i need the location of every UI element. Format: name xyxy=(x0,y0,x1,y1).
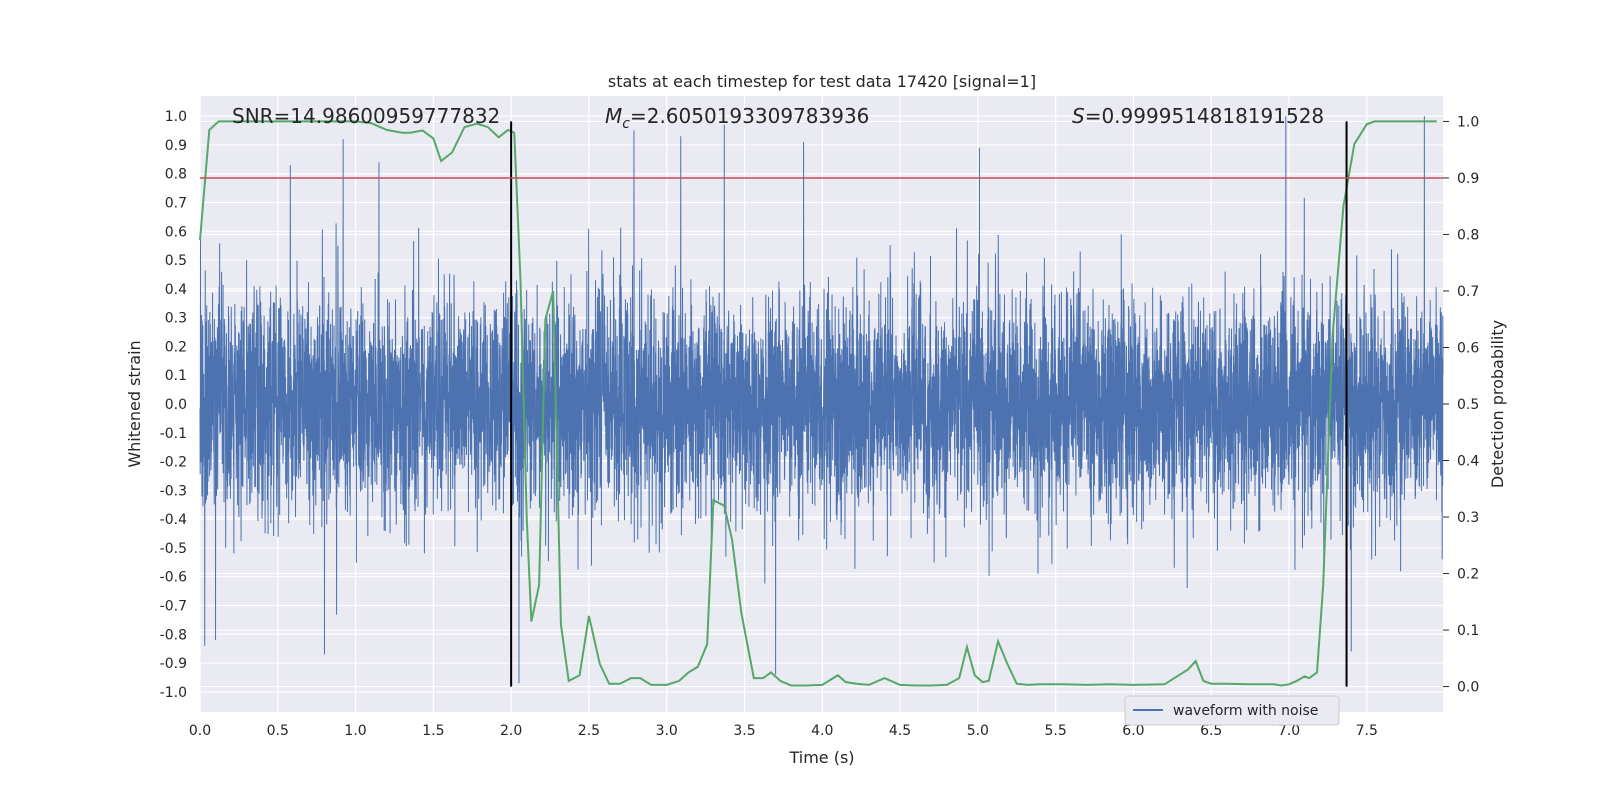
y-tick-label: -0.5 xyxy=(160,541,187,557)
score-value: =0.9999514818191528 xyxy=(1085,104,1324,128)
score-annotation: S=0.9999514818191528 xyxy=(1072,104,1324,128)
y-ticks: -1.0 -0.9 -0.8 -0.7 -0.6 -0.5 -0.4 -0.3 -0.2 -0.1… xyxy=(160,109,187,701)
y-tick-label: -0.6 xyxy=(160,570,187,586)
y-tick-label: -0.2 xyxy=(160,455,187,471)
probability-line xyxy=(199,120,1437,687)
y2-tick-label: 0.7 xyxy=(1457,284,1479,300)
y2-tick-label: 0.0 xyxy=(1457,680,1479,696)
y-tick-label: -0.3 xyxy=(160,483,187,499)
vertical-markers xyxy=(510,121,1348,687)
x-tick-label: 4.0 xyxy=(811,723,833,739)
x-tick-label: 5.0 xyxy=(967,723,989,739)
x-axis-label: Time (s) xyxy=(788,748,854,767)
chirp-mass-annotation: Mc=2.6050193309783936 xyxy=(605,104,869,132)
waveform-line xyxy=(199,116,1444,684)
y-tick-label: -0.1 xyxy=(160,426,187,442)
y-tick-label: -0.8 xyxy=(160,627,187,643)
y-tick-label: 0.9 xyxy=(165,138,187,154)
chirp-mass-value: =2.6050193309783936 xyxy=(630,104,869,128)
y2-tick-label: 0.5 xyxy=(1457,397,1479,413)
chart-title: stats at each timestep for test data 174… xyxy=(608,72,1036,91)
y-tick-label: 0.4 xyxy=(165,282,187,298)
y2-tick-label: 0.4 xyxy=(1457,454,1479,470)
chirp-mass-symbol: M xyxy=(605,104,622,128)
x-tick-label: 6.5 xyxy=(1200,723,1222,739)
y2-tick-label: 0.3 xyxy=(1457,510,1479,526)
x-tick-label: 6.0 xyxy=(1122,723,1144,739)
x-tick-label: 0.0 xyxy=(189,723,211,739)
x-tick-label: 2.0 xyxy=(500,723,522,739)
y-tick-label: 0.2 xyxy=(165,339,187,355)
y-tick-label: 0.7 xyxy=(165,196,187,212)
x-tick-label: 7.5 xyxy=(1356,723,1378,739)
legend-box xyxy=(1124,695,1340,726)
y-tick-label: 0.8 xyxy=(165,167,187,183)
waveform-series xyxy=(199,116,1444,684)
y2-tick-label: 0.8 xyxy=(1457,227,1479,243)
chirp-mass-subscript: c xyxy=(622,116,630,132)
y2-tick-label: 0.6 xyxy=(1457,340,1479,356)
x-tick-label: 3.0 xyxy=(656,723,678,739)
x-tick-label: 1.0 xyxy=(344,723,366,739)
y-tick-label: -1.0 xyxy=(160,685,187,701)
y2-tick-label: 0.2 xyxy=(1457,567,1479,583)
x-tick-label: 4.5 xyxy=(889,723,911,739)
score-symbol: S xyxy=(1072,104,1085,128)
y-tick-label: 1.0 xyxy=(165,109,187,125)
snr-annotation: SNR=14.98600959777832 xyxy=(232,104,500,128)
y-tick-label: 0.5 xyxy=(165,253,187,269)
legend: waveform with noise xyxy=(1124,695,1340,726)
y2-axis-label: Detection probability xyxy=(1488,320,1507,488)
y-tick-label: 0.0 xyxy=(165,397,187,413)
y2-tick-label: 0.9 xyxy=(1457,171,1479,187)
probability-series xyxy=(199,120,1437,687)
x-tick-label: 7.0 xyxy=(1278,723,1300,739)
y2-tick-label: 1.0 xyxy=(1457,114,1479,130)
y-tick-label: -0.7 xyxy=(160,598,187,614)
y-tick-label: 0.3 xyxy=(165,311,187,327)
x-tick-label: 1.5 xyxy=(422,723,444,739)
y-tick-label: -0.9 xyxy=(160,656,187,672)
x-tick-label: 5.5 xyxy=(1044,723,1066,739)
y-tick-label: -0.4 xyxy=(160,512,187,528)
x-ticks: 0.0 0.5 1.0 1.5 2.0 2.5 3.0 3.5 4.0 4.5 5.0 5.5 6.0 6… xyxy=(189,723,1378,739)
y2-tick-label: 0.1 xyxy=(1457,623,1479,639)
y2-ticks: 0.0 0.1 0.2 0.3 0.4 0.5 0.6 0.7 0.8 0.9 1.0 xyxy=(1443,114,1479,696)
x-tick-label: 2.5 xyxy=(578,723,600,739)
x-tick-label: 0.5 xyxy=(267,723,289,739)
y-axis-label: Whitened strain xyxy=(125,340,144,467)
y-tick-label: 0.1 xyxy=(165,368,187,384)
y-tick-label: 0.6 xyxy=(165,224,187,240)
x-tick-label: 3.5 xyxy=(733,723,755,739)
legend-label: waveform with noise xyxy=(1173,703,1318,719)
